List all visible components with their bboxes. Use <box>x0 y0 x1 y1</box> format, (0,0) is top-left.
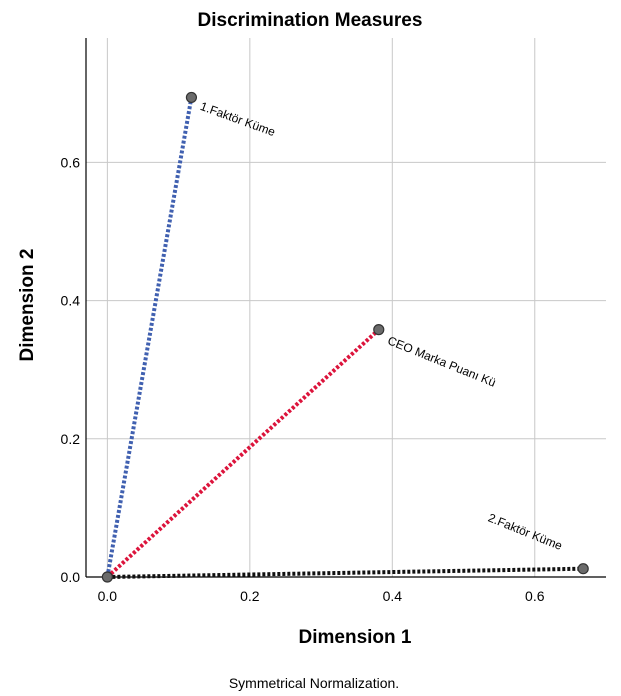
x-axis-title: Dimension 1 <box>299 627 412 648</box>
origin-point <box>101 571 113 583</box>
y-tick-label: 0.6 <box>61 154 81 170</box>
footnote: Symmetrical Normalization. <box>229 675 399 691</box>
chart-title: Discrimination Measures <box>198 10 423 31</box>
x-tick-label: 0.6 <box>525 588 545 604</box>
y-tick-label: 0.0 <box>61 569 81 585</box>
series-line <box>106 328 381 579</box>
y-axis-title: Dimension 2 <box>17 249 38 362</box>
grid-lines <box>86 38 606 577</box>
series-line <box>107 566 584 579</box>
x-tick-label: 0.4 <box>383 588 403 604</box>
series-lines <box>105 97 584 579</box>
data-point <box>577 563 589 575</box>
point-label: 2.Faktör Küme <box>486 511 565 554</box>
data-point <box>185 91 198 104</box>
tick-labels: 0.0 0.2 0.4 0.6 0.0 0.2 0.4 0.6 <box>61 154 545 604</box>
axes <box>85 38 606 578</box>
point-label: 1.Faktör Küme <box>198 99 277 139</box>
x-tick-label: 0.2 <box>240 588 260 604</box>
data-point <box>373 324 385 336</box>
x-tick-label: 0.0 <box>98 588 118 604</box>
data-points: 1.Faktör Küme CEO Marka Puanı Kü 2.Faktör … <box>101 91 589 583</box>
y-tick-label: 0.4 <box>61 293 81 309</box>
series-line <box>105 97 194 578</box>
y-tick-label: 0.2 <box>61 431 81 447</box>
point-label: CEO Marka Puanı Kü <box>386 333 498 389</box>
